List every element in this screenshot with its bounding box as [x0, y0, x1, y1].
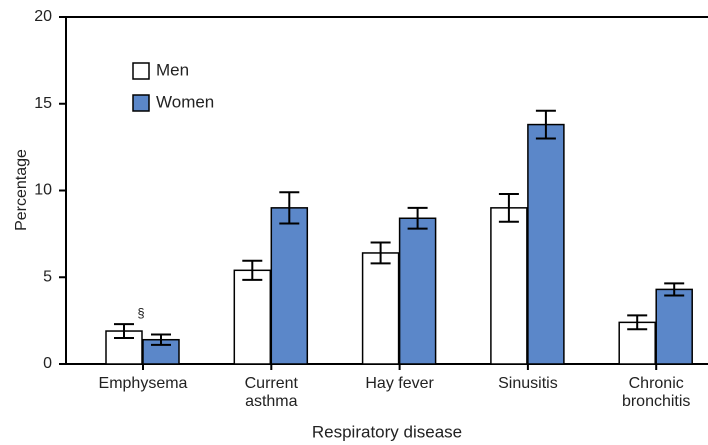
error-bar: [535, 109, 556, 140]
legend-swatch: [132, 62, 150, 80]
legend-swatch: [132, 94, 150, 112]
error-bar: [664, 282, 685, 297]
bar: [527, 123, 565, 365]
error-bar: [151, 333, 171, 346]
x-tick-label: Chronic: [629, 375, 684, 392]
x-tick-label: Hay fever: [365, 375, 434, 392]
bar: [398, 217, 437, 365]
x-tick-label: Sinusitis: [498, 375, 558, 392]
legend-label: Men: [156, 60, 189, 79]
legend-label: Women: [156, 92, 214, 111]
bar: [490, 207, 528, 365]
y-tick-label: 15: [34, 95, 52, 112]
bar: [270, 207, 309, 365]
bar: [233, 269, 272, 365]
x-tick-label: Current: [245, 375, 299, 392]
error-bar: [498, 192, 519, 223]
y-tick-label: 20: [34, 8, 52, 25]
error-bar: [279, 191, 300, 225]
y-axis-label: Percentage: [13, 149, 30, 231]
bar: [361, 252, 400, 365]
y-tick-label: 10: [34, 182, 52, 199]
error-bar: [242, 259, 263, 281]
x-tick-label: asthma: [245, 393, 298, 410]
bar: [655, 288, 693, 365]
error-bar: [627, 314, 648, 331]
error-bar: [114, 323, 134, 339]
x-tick-label: bronchitis: [622, 393, 690, 410]
annotation: §: [137, 305, 144, 320]
y-tick-label: 0: [43, 355, 52, 372]
error-bar: [407, 206, 428, 230]
error-bar: [370, 241, 391, 265]
x-axis-label: Respiratory disease: [312, 422, 462, 441]
y-tick-label: 5: [43, 268, 52, 285]
x-tick-label: Emphysema: [99, 375, 188, 392]
